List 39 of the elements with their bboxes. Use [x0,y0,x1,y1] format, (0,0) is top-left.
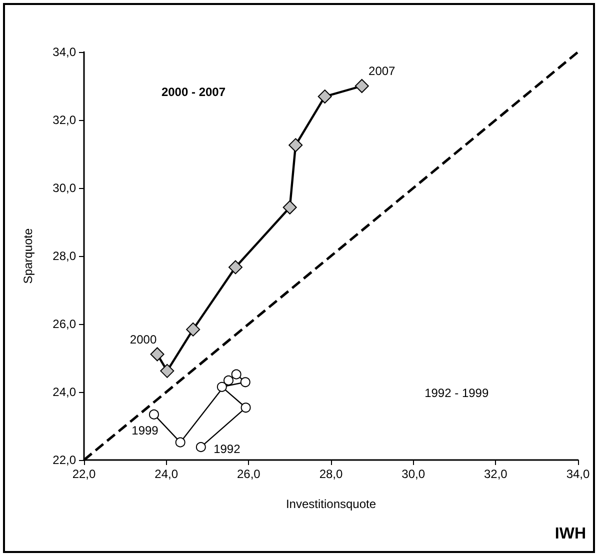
y-tick-label: 28,0 [52,249,76,263]
point [288,138,303,152]
point [224,375,234,386]
annotation: 2000 - 2007 [161,85,226,100]
x-tick-label: 24,0 [154,467,178,481]
point [354,79,369,93]
annotation: 2000 [130,332,157,346]
text: IWH [554,526,586,542]
x-tick-label: 32,0 [484,467,508,481]
point [231,369,242,380]
point [282,200,297,214]
point [175,437,186,448]
y-tick-label: 24,0 [52,385,76,399]
point [196,442,206,452]
x-tick-label: 22,0 [72,467,96,481]
y-tick-label: 32,0 [52,113,76,127]
annotation: 1992 [214,442,241,456]
y-tick-label: 34,0 [52,45,76,59]
y-axis-title: Sparquote [21,228,35,284]
x-axis-title: Investitionsquote [286,497,376,511]
point [318,90,332,104]
annotation: 1999 [132,423,159,438]
annotation: 1992 - 1999 [424,386,489,400]
x-tick-label: 30,0 [402,467,426,481]
point [216,382,227,392]
y-tick-label: 22,0 [52,453,76,467]
point [150,347,164,362]
x-tick-label: 28,0 [319,467,343,481]
y-tick-label: 26,0 [52,317,76,331]
point [228,260,242,274]
point [160,364,174,378]
point [148,409,159,420]
x-tick-label: 34,0 [566,467,590,481]
y-tick-label: 30,0 [52,181,76,195]
point [186,322,200,336]
point [240,402,251,413]
point [240,377,250,388]
x-tick-label: 26,0 [236,467,261,481]
annotation: 2007 [368,64,396,78]
